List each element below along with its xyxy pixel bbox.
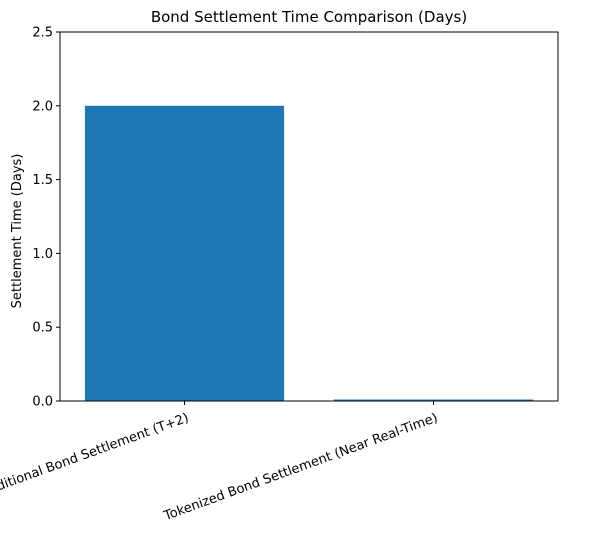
- chart-title: Bond Settlement Time Comparison (Days): [151, 8, 467, 26]
- y-axis: 0.0 0.5 1.0 1.5 2.0 2.5: [32, 26, 60, 410]
- y-tick-label: 2.5: [32, 26, 53, 41]
- bar-1: [84, 105, 285, 402]
- x-axis: Traditional Bond Settlement (T+2)Tokeniz…: [0, 401, 440, 524]
- x-tick-label: Traditional Bond Settlement (T+2): [0, 411, 191, 502]
- y-tick-label: 0.0: [32, 395, 53, 410]
- plot-area: [59, 31, 559, 402]
- y-tick-label: 1.5: [32, 173, 53, 188]
- plot-frame: [59, 31, 559, 402]
- y-tick-label: 2.0: [32, 99, 53, 114]
- y-tick-label: 1.0: [32, 247, 53, 262]
- y-axis-label: Settlement Time (Days): [10, 154, 25, 309]
- bar-2: [333, 399, 534, 401]
- x-tick-label: Tokenized Bond Settlement (Near Real-Tim…: [161, 411, 440, 525]
- y-tick-label: 0.5: [32, 321, 53, 336]
